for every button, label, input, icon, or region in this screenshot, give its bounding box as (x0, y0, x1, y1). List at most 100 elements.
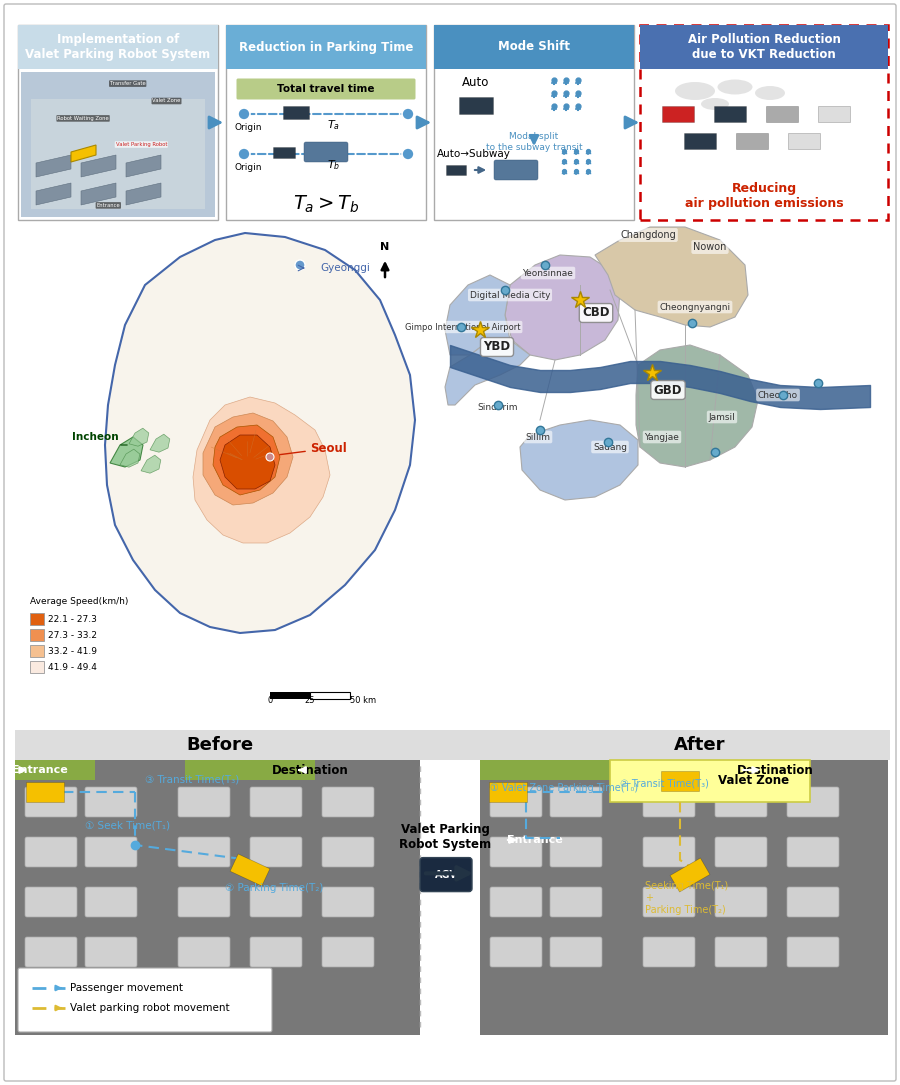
FancyBboxPatch shape (178, 787, 230, 817)
Polygon shape (520, 420, 638, 500)
FancyBboxPatch shape (643, 787, 695, 817)
FancyBboxPatch shape (18, 968, 272, 1032)
Bar (21, 72, 215, 217)
Polygon shape (661, 771, 699, 791)
FancyBboxPatch shape (226, 25, 426, 220)
Text: $T_b$: $T_b$ (328, 158, 341, 171)
FancyBboxPatch shape (787, 888, 839, 917)
Text: Entrance: Entrance (12, 765, 68, 775)
Text: ① Seek Time(T₁): ① Seek Time(T₁) (85, 820, 170, 830)
Text: After: After (674, 736, 725, 754)
Text: Jamsil: Jamsil (708, 412, 735, 421)
Bar (15, 760, 95, 780)
Text: AGV: AGV (435, 869, 457, 880)
FancyBboxPatch shape (18, 25, 218, 220)
Text: 41.9 - 49.4: 41.9 - 49.4 (48, 663, 97, 672)
Text: Destination: Destination (736, 764, 814, 777)
Text: Auto→Subway: Auto→Subway (437, 149, 511, 159)
Polygon shape (595, 227, 748, 327)
Text: Destination: Destination (272, 764, 348, 777)
FancyBboxPatch shape (715, 787, 767, 817)
Text: Average Speed(km/h): Average Speed(km/h) (30, 598, 129, 607)
Circle shape (238, 148, 250, 159)
Text: 33.2 - 41.9: 33.2 - 41.9 (48, 647, 97, 655)
FancyBboxPatch shape (322, 787, 374, 817)
Polygon shape (120, 449, 140, 468)
Text: Entrance: Entrance (507, 835, 562, 845)
Polygon shape (36, 183, 71, 205)
Bar (30, 629, 44, 641)
Text: 50 km: 50 km (350, 695, 376, 705)
FancyBboxPatch shape (304, 142, 348, 162)
Circle shape (238, 108, 250, 120)
FancyBboxPatch shape (715, 888, 767, 917)
Bar (15, 230, 445, 725)
Bar (480, 760, 610, 780)
FancyBboxPatch shape (178, 837, 230, 867)
FancyBboxPatch shape (490, 837, 542, 867)
Text: Seoul: Seoul (310, 442, 346, 455)
FancyBboxPatch shape (237, 78, 416, 100)
Text: Incheon: Incheon (72, 432, 118, 442)
Text: CBD: CBD (582, 306, 610, 319)
FancyBboxPatch shape (490, 937, 542, 967)
Text: Origin: Origin (234, 163, 262, 171)
Polygon shape (818, 106, 850, 122)
FancyBboxPatch shape (85, 937, 137, 967)
FancyBboxPatch shape (25, 888, 77, 917)
Text: ② Transit Time(T₃): ② Transit Time(T₃) (620, 778, 709, 788)
FancyBboxPatch shape (178, 937, 230, 967)
FancyBboxPatch shape (250, 787, 302, 817)
Polygon shape (213, 425, 280, 495)
Polygon shape (141, 456, 161, 473)
Text: Passenger movement: Passenger movement (70, 983, 183, 993)
Polygon shape (150, 434, 170, 452)
FancyBboxPatch shape (85, 888, 137, 917)
Text: Air Pollution Reduction
due to VKT Reduction: Air Pollution Reduction due to VKT Reduc… (688, 33, 841, 61)
Polygon shape (71, 145, 96, 162)
Text: Yangjae: Yangjae (644, 433, 680, 442)
Polygon shape (126, 155, 161, 177)
Polygon shape (36, 155, 71, 177)
Bar (15, 730, 890, 760)
FancyBboxPatch shape (715, 937, 767, 967)
FancyBboxPatch shape (643, 937, 695, 967)
Polygon shape (445, 340, 530, 405)
FancyBboxPatch shape (18, 25, 218, 69)
Text: Mode Shift: Mode Shift (498, 40, 570, 53)
Polygon shape (766, 106, 798, 122)
FancyBboxPatch shape (250, 837, 302, 867)
Text: GBD: GBD (653, 383, 682, 396)
Text: Gimpo International Airport: Gimpo International Airport (405, 322, 521, 332)
FancyBboxPatch shape (550, 937, 602, 967)
Ellipse shape (701, 98, 729, 110)
Text: Valet Parking
Robot System: Valet Parking Robot System (399, 822, 491, 851)
Polygon shape (445, 275, 510, 355)
FancyBboxPatch shape (715, 837, 767, 867)
Text: Robot Waiting Zone: Robot Waiting Zone (58, 116, 109, 120)
Circle shape (402, 108, 414, 120)
Polygon shape (636, 345, 758, 467)
Polygon shape (110, 437, 143, 467)
Text: Nowon: Nowon (693, 242, 726, 252)
Text: Sadang: Sadang (593, 443, 627, 451)
Text: ② Parking Time(T₂): ② Parking Time(T₂) (225, 883, 323, 893)
Polygon shape (220, 435, 275, 489)
Text: N: N (381, 242, 390, 252)
FancyBboxPatch shape (434, 25, 634, 69)
Text: Total travel time: Total travel time (277, 84, 374, 94)
FancyBboxPatch shape (25, 937, 77, 967)
Polygon shape (714, 106, 746, 122)
Polygon shape (230, 854, 270, 886)
Ellipse shape (675, 82, 715, 100)
Ellipse shape (717, 79, 752, 94)
Polygon shape (193, 397, 330, 542)
FancyBboxPatch shape (490, 787, 542, 817)
Polygon shape (81, 155, 116, 177)
FancyBboxPatch shape (4, 4, 896, 1081)
Polygon shape (459, 97, 493, 114)
Text: Gyeonggi: Gyeonggi (320, 263, 370, 273)
Text: Reduction in Parking Time: Reduction in Parking Time (238, 40, 413, 53)
Text: Valet parking robot movement: Valet parking robot movement (70, 1003, 230, 1013)
FancyBboxPatch shape (640, 25, 888, 69)
